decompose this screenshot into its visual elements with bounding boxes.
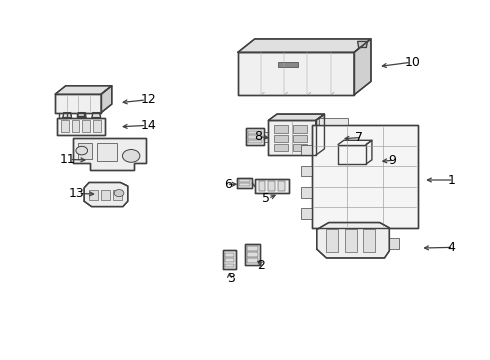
Polygon shape <box>101 86 112 113</box>
Bar <box>259 181 266 192</box>
Polygon shape <box>92 113 100 118</box>
Bar <box>294 144 307 151</box>
Polygon shape <box>73 138 146 170</box>
Bar <box>278 181 285 192</box>
Polygon shape <box>312 125 418 228</box>
Bar <box>113 190 122 200</box>
Text: 7: 7 <box>355 131 364 144</box>
Bar <box>247 252 258 257</box>
Bar <box>248 135 263 139</box>
Text: 4: 4 <box>447 241 455 254</box>
Bar <box>345 229 357 252</box>
Bar <box>274 125 288 132</box>
Text: 8: 8 <box>254 130 262 143</box>
Bar <box>319 118 348 125</box>
Bar <box>224 253 234 257</box>
Bar <box>224 264 234 267</box>
Bar <box>101 190 110 200</box>
Polygon shape <box>338 145 366 164</box>
Polygon shape <box>77 113 86 118</box>
Polygon shape <box>268 114 324 121</box>
Circle shape <box>114 190 124 197</box>
Bar <box>248 131 263 134</box>
Bar <box>265 132 270 142</box>
Bar <box>268 181 275 192</box>
Bar <box>294 125 307 132</box>
Bar <box>78 144 93 159</box>
Bar <box>239 179 250 182</box>
Bar <box>247 258 258 262</box>
Polygon shape <box>238 53 354 95</box>
Polygon shape <box>255 179 289 193</box>
Bar <box>97 144 117 161</box>
Polygon shape <box>366 140 372 164</box>
Text: 9: 9 <box>389 154 396 167</box>
Text: 10: 10 <box>405 56 421 69</box>
Bar <box>278 62 298 67</box>
Polygon shape <box>316 114 324 155</box>
Polygon shape <box>317 222 390 258</box>
Bar <box>61 121 69 132</box>
Polygon shape <box>246 128 265 145</box>
Bar <box>224 258 234 262</box>
Text: 14: 14 <box>140 119 156 132</box>
Bar <box>301 145 312 155</box>
Text: 12: 12 <box>140 93 156 107</box>
Bar <box>89 190 98 200</box>
Bar <box>301 166 312 176</box>
Polygon shape <box>237 178 252 188</box>
Bar <box>390 238 399 249</box>
Bar <box>239 183 250 186</box>
Polygon shape <box>63 113 72 118</box>
Bar <box>294 135 307 142</box>
Polygon shape <box>55 86 112 94</box>
Text: 1: 1 <box>447 174 455 186</box>
Polygon shape <box>84 183 128 207</box>
Bar <box>301 208 312 219</box>
Polygon shape <box>268 121 316 155</box>
Bar <box>326 229 339 252</box>
Polygon shape <box>358 41 368 48</box>
Bar <box>93 121 100 132</box>
Polygon shape <box>245 244 260 265</box>
Text: 3: 3 <box>227 272 235 285</box>
Bar <box>274 135 288 142</box>
Bar <box>82 121 90 132</box>
Circle shape <box>122 149 140 162</box>
Bar <box>247 246 258 251</box>
Polygon shape <box>338 140 372 145</box>
Bar <box>72 121 79 132</box>
Bar <box>248 140 263 143</box>
Polygon shape <box>55 94 101 113</box>
Bar <box>363 229 375 252</box>
Text: 6: 6 <box>224 178 232 191</box>
Text: 13: 13 <box>69 187 84 200</box>
Polygon shape <box>57 118 105 135</box>
Text: 11: 11 <box>60 153 75 166</box>
Bar <box>301 187 312 198</box>
Text: 2: 2 <box>258 259 266 272</box>
Polygon shape <box>238 39 371 53</box>
Bar <box>274 144 288 151</box>
Text: 5: 5 <box>263 192 270 205</box>
Polygon shape <box>354 39 371 95</box>
Circle shape <box>76 146 88 155</box>
Polygon shape <box>223 250 236 269</box>
